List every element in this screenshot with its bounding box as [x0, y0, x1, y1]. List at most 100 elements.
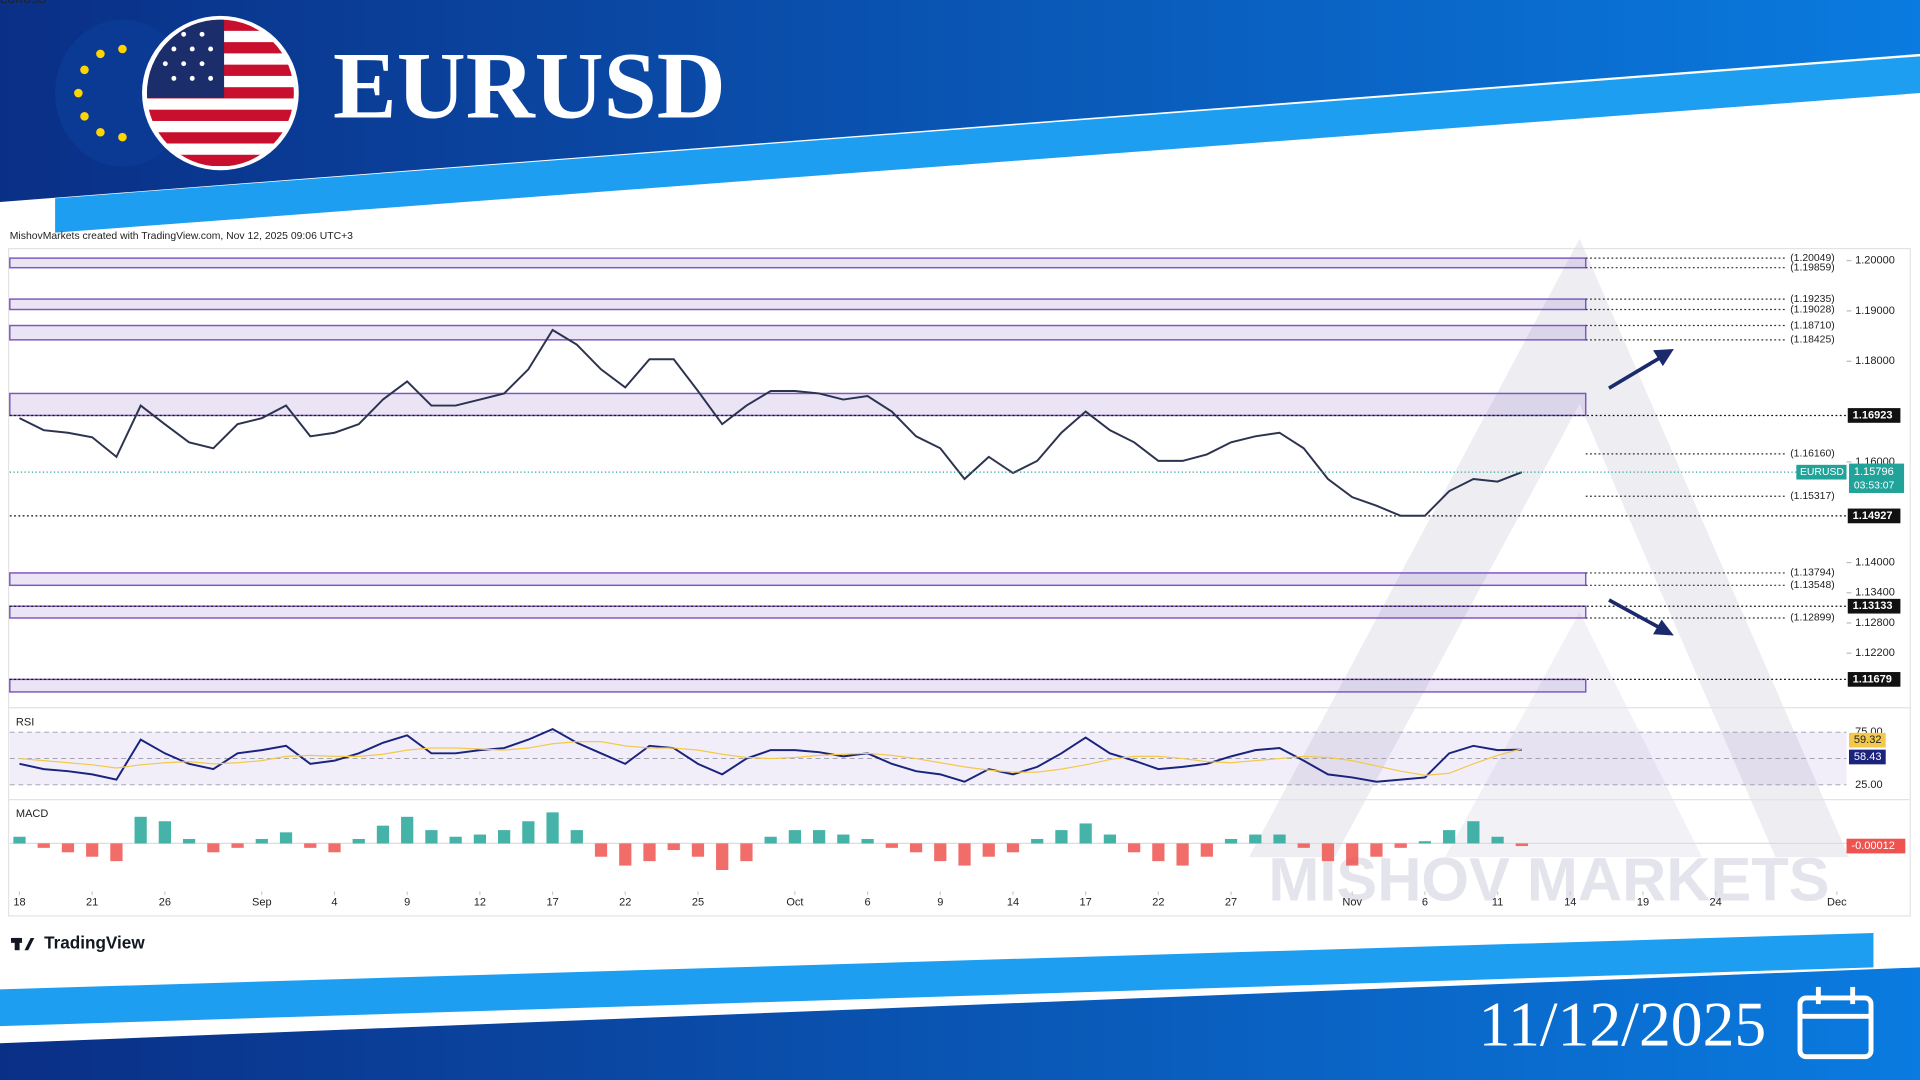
zone [9, 572, 1587, 587]
histogram-bar [110, 843, 123, 862]
histogram-bar [1418, 841, 1432, 844]
zone [9, 324, 1587, 341]
x-tick-label: 25 [692, 896, 704, 908]
histogram-bar [61, 843, 75, 853]
chart-frame [7, 247, 1911, 917]
zone [9, 392, 1587, 417]
histogram-bar [740, 843, 753, 862]
histogram-bar [352, 838, 365, 844]
histogram-bar [958, 843, 971, 866]
histogram-bar [716, 843, 729, 871]
histogram-bar [909, 843, 923, 853]
histogram-bar [1467, 821, 1480, 844]
level-label: (1.12899) [1790, 613, 1834, 624]
histogram-bar [522, 821, 535, 844]
level-label: (1.15317) [1790, 491, 1834, 502]
histogram-bar [934, 843, 947, 862]
price-label: 1.15796 [1854, 466, 1894, 478]
histogram-bar [861, 838, 874, 844]
histogram-bar [885, 843, 898, 848]
panel-title: MACD [16, 808, 48, 820]
histogram-bar [982, 843, 995, 857]
plot-area: 1.200001.190001.180001.160001.140001.134… [0, 0, 1911, 908]
x-tick-label: 17 [1080, 896, 1092, 908]
histogram-bar [1321, 843, 1335, 862]
footer-band [0, 967, 1920, 1080]
key-level-label: 1.11679 [1853, 673, 1892, 685]
key-level-badge [1847, 598, 1901, 614]
x-tick-label: 12 [474, 896, 486, 908]
histogram-bar [1200, 843, 1213, 857]
x-tick-label: 6 [1422, 896, 1428, 908]
watermark: MISHOV MARKETS [1268, 845, 1829, 913]
date: 11/12/2025 [1479, 989, 1767, 1060]
x-tick-label: 22 [1152, 896, 1164, 908]
y-tick-label: 1.19000 [1855, 305, 1895, 317]
level-label: (1.20049) [1790, 253, 1834, 264]
histogram-bar [37, 843, 50, 848]
zone [9, 298, 1587, 311]
histogram-bar [134, 816, 147, 844]
symbol-badge [1796, 464, 1847, 480]
histogram-bar [13, 836, 26, 844]
zone [9, 678, 1587, 693]
histogram-bar [546, 812, 559, 844]
x-tick-label: 26 [159, 896, 171, 908]
x-tick-label: 11 [1492, 896, 1503, 908]
key-level-label: 1.13133 [1853, 600, 1893, 612]
watermark-logo [1248, 238, 1849, 858]
histogram-bar [1515, 843, 1528, 847]
y-tick-label: 1.13400 [1855, 587, 1895, 599]
histogram-bar [1152, 843, 1165, 862]
histogram-bar [667, 843, 680, 851]
histogram-bar [570, 830, 583, 844]
forecast-arrows [1608, 348, 1674, 636]
histogram-bar [837, 834, 850, 844]
histogram-bar [764, 836, 777, 844]
level-label: (1.19028) [1790, 304, 1834, 315]
rsi-badge [1848, 749, 1886, 765]
tradingview-logo: TradingView [11, 933, 145, 953]
histogram-bar [1006, 843, 1020, 853]
histogram-bar [207, 843, 220, 853]
price-badge [1848, 463, 1905, 493]
histogram-bar [1128, 843, 1141, 853]
histogram-bar [279, 832, 293, 844]
histogram-bar [304, 843, 317, 848]
series-line [19, 328, 1523, 517]
countdown: 03:53:07 [1854, 480, 1895, 491]
x-tick-label: 6 [865, 896, 871, 908]
series-name: EURUSD [0, 0, 47, 6]
histogram-bar [1273, 834, 1286, 844]
rsi-badge [1848, 732, 1886, 748]
histogram-bar [376, 825, 390, 844]
level-label: (1.13548) [1790, 580, 1834, 591]
histogram-bar [1079, 823, 1092, 844]
histogram-bar [1224, 838, 1238, 844]
x-tick-label: Sep [252, 896, 272, 908]
y-tick-label: 1.20000 [1855, 254, 1895, 266]
footer-stripe [0, 933, 1874, 1027]
histogram-bar [401, 816, 414, 844]
histogram-bar [1031, 838, 1044, 844]
level-label: (1.18425) [1790, 335, 1834, 346]
key-level-badge [1847, 408, 1901, 423]
histogram-bar [1443, 830, 1456, 844]
x-tick-label: 9 [404, 896, 410, 908]
series-line [19, 741, 1522, 776]
histogram-bar [255, 838, 268, 844]
histogram-bar [1176, 843, 1189, 866]
key-level-badge [1847, 672, 1901, 687]
calendar-icon [1797, 986, 1874, 1060]
level-label: (1.19859) [1790, 262, 1834, 273]
x-tick-label: Dec [1827, 896, 1847, 908]
key-level-badge [1847, 508, 1901, 524]
y-tick-label: 1.12200 [1855, 647, 1895, 659]
x-tick-label: 24 [1710, 896, 1722, 908]
x-tick-label: 22 [619, 896, 631, 908]
symbol-label: EURUSD [1800, 467, 1844, 478]
credit: MishovMarkets created with TradingView.c… [10, 231, 353, 242]
x-tick-label: 14 [1007, 896, 1019, 908]
